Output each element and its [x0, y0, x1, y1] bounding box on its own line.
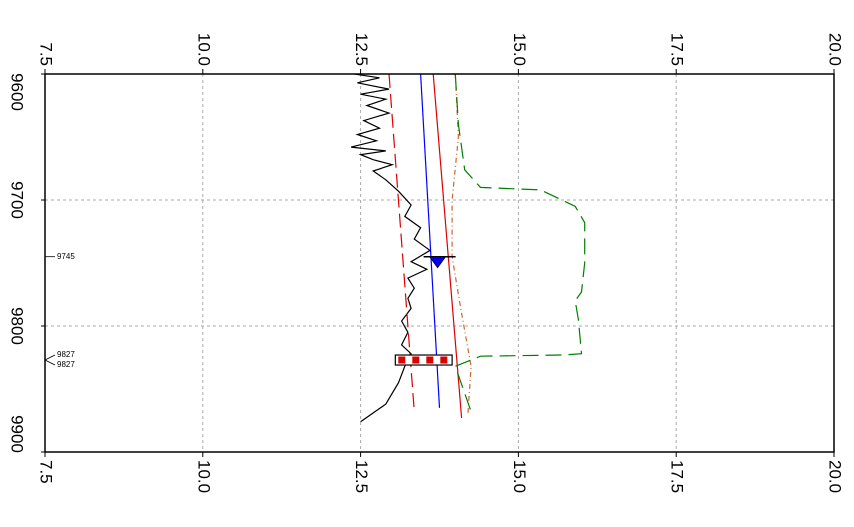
depth-annotation-0: 9745 — [57, 252, 75, 261]
x-tick-label-bottom-4: 17.5 — [668, 460, 687, 493]
markers — [394, 255, 456, 366]
x-tick-label-bottom-2: 12.5 — [352, 460, 371, 493]
annotation-leader-1 — [44, 354, 56, 361]
x-tick-label-bottom-1: 10.0 — [194, 460, 213, 493]
marker-bar-stripe-1-3 — [440, 356, 448, 364]
annotation-leader-2 — [44, 359, 56, 366]
y-tick-label-0: 9600 — [8, 73, 27, 111]
x-tick-label-top-text-5: 20.0 — [826, 33, 845, 66]
y-tick-label-3: 9900 — [8, 415, 27, 453]
depth-annotation-2: 9827 — [57, 360, 75, 369]
y-tick-label-1: 9700 — [8, 181, 27, 219]
series-red-line — [432, 73, 463, 419]
grid-lines — [45, 74, 834, 452]
x-tick-label-top-text-0: 7.5 — [37, 42, 56, 66]
marker-triangle-0 — [428, 256, 447, 269]
x-tick-label-top-text-2: 12.5 — [352, 33, 371, 66]
axis-ticks — [41, 69, 835, 457]
x-tick-label-bottom-5: 20.0 — [826, 460, 845, 493]
marker-bar-stripe-1-2 — [426, 356, 434, 364]
series-green-dashed-line — [454, 73, 586, 412]
x-tick-label-top-text-3: 15.0 — [510, 33, 529, 66]
depth-annotation-1: 9827 — [57, 350, 75, 359]
axis-tick-labels: 7.5 7.5 10.0 10.0 12.5 12.5 15.0 15.0 17.5 17.5 20… — [8, 33, 845, 493]
x-tick-label-top-text-1: 10.0 — [194, 33, 213, 66]
marker-bar-stripe-1-1 — [412, 356, 420, 364]
marker-bar-stripe-1-0 — [398, 356, 406, 364]
x-tick-label-bottom-3: 15.0 — [510, 460, 529, 493]
x-tick-label-top-text-4: 17.5 — [668, 33, 687, 66]
series-blue-line — [420, 73, 441, 408]
x-tick-label-bottom-0: 7.5 — [37, 460, 56, 484]
plot-frame — [44, 73, 835, 453]
data-series — [350, 73, 586, 423]
series-log-curve — [350, 73, 432, 423]
y-tick-label-2: 9800 — [8, 307, 27, 345]
marker-bar-frame-1 — [394, 354, 453, 366]
